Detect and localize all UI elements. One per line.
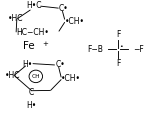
Text: F−B: F−B [87, 45, 103, 54]
Text: C•: C• [56, 60, 65, 69]
Text: HC−CH•: HC−CH• [16, 28, 49, 37]
Text: •HC: •HC [5, 71, 20, 80]
Text: H•C: H•C [26, 1, 41, 10]
Text: F: F [116, 30, 120, 39]
Text: −F: −F [133, 45, 143, 54]
Text: C: C [29, 88, 34, 97]
Text: •CH•: •CH• [65, 17, 85, 26]
Text: +: + [42, 41, 48, 47]
Text: F: F [116, 59, 120, 68]
Text: H•: H• [22, 59, 32, 69]
Text: •: • [119, 44, 123, 49]
Text: H•: H• [27, 101, 37, 110]
Text: •HC: •HC [8, 14, 23, 23]
Text: Fe: Fe [23, 42, 35, 51]
Text: C•: C• [59, 4, 69, 13]
Text: •CH•: •CH• [60, 74, 80, 83]
Text: CH: CH [31, 74, 40, 79]
